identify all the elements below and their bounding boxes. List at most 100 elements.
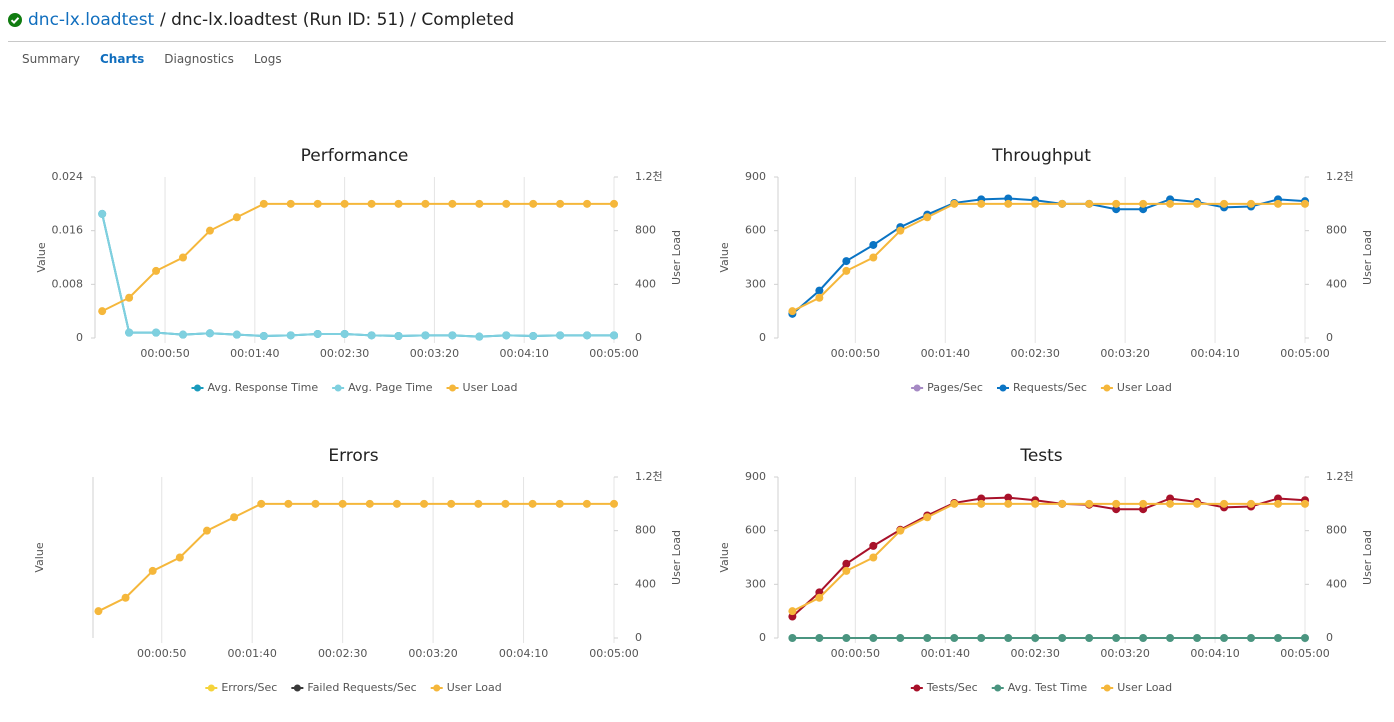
data-point — [286, 331, 295, 340]
data-point — [1058, 634, 1067, 642]
data-point — [556, 331, 565, 340]
y-axis-label: Value — [718, 542, 731, 572]
legend-label: Avg. Test Time — [1008, 681, 1088, 694]
data-point — [421, 331, 430, 340]
data-point — [977, 199, 986, 208]
y2-axis-label: User Load — [670, 530, 683, 585]
data-point — [950, 634, 959, 642]
data-point — [869, 553, 878, 562]
tab[interactable]: Diagnostics — [164, 52, 234, 66]
data-point — [1247, 634, 1256, 642]
y2-tick-label: 1.2천 — [1326, 169, 1354, 183]
data-point — [555, 499, 564, 508]
data-point — [94, 607, 103, 616]
data-point — [1139, 199, 1148, 208]
y2-tick-label: 0 — [1326, 331, 1333, 344]
tab[interactable]: Summary — [22, 52, 80, 66]
legend-label: Tests/Sec — [926, 681, 978, 694]
data-point — [842, 559, 851, 568]
data-point — [121, 593, 130, 602]
data-point — [475, 332, 484, 341]
y2-tick-label: 800 — [635, 224, 656, 237]
x-tick-label: 00:03:20 — [410, 347, 459, 360]
data-point — [1193, 499, 1202, 508]
data-point — [1220, 199, 1229, 208]
data-point — [502, 331, 511, 340]
x-tick-label: 00:02:30 — [318, 647, 367, 660]
y-tick-label: 0 — [76, 331, 83, 344]
y2-tick-label: 0 — [635, 631, 642, 644]
y2-tick-label: 400 — [635, 577, 656, 590]
data-point — [1301, 499, 1309, 508]
data-point — [869, 541, 878, 550]
data-point — [125, 293, 134, 302]
y-tick-label: 0.016 — [52, 224, 84, 237]
data-point — [1031, 634, 1040, 642]
data-point — [610, 199, 618, 208]
data-point — [1004, 493, 1013, 502]
data-point — [1058, 199, 1067, 208]
tabs: Summary Charts Diagnostics Logs — [22, 52, 282, 66]
chart-title: Tests — [1019, 446, 1062, 466]
x-tick-label: 00:02:30 — [320, 347, 369, 360]
x-tick-label: 00:05:00 — [1280, 647, 1329, 660]
header: dnc-lx.loadtest / dnc-lx.loadtest (Run I… — [8, 8, 1386, 42]
data-point — [205, 329, 214, 338]
x-tick-label: 00:01:40 — [921, 647, 970, 660]
x-tick-label: 00:00:50 — [140, 347, 189, 360]
x-tick-label: 00:04:10 — [1190, 647, 1239, 660]
data-point — [148, 566, 157, 575]
data-point — [1247, 499, 1256, 508]
x-tick-label: 00:00:50 — [831, 347, 880, 360]
data-point — [1112, 199, 1121, 208]
data-point — [1031, 499, 1040, 508]
y2-tick-label: 800 — [1326, 524, 1347, 537]
data-point — [1274, 499, 1283, 508]
y2-tick-label: 1.2천 — [635, 169, 663, 183]
x-tick-label: 00:02:30 — [1011, 647, 1060, 660]
status-icon — [8, 13, 22, 27]
data-point — [367, 199, 376, 208]
legend-marker — [449, 384, 457, 392]
legend-label: Avg. Page Time — [348, 381, 433, 394]
data-point — [420, 499, 429, 508]
legend-label: User Load — [463, 381, 518, 394]
tab[interactable]: Logs — [253, 52, 282, 66]
project-link[interactable]: dnc-lx.loadtest — [28, 10, 155, 30]
data-point — [338, 499, 347, 508]
y-tick-label: 600 — [745, 224, 766, 237]
data-point — [178, 330, 187, 339]
x-tick-label: 00:05:00 — [589, 647, 638, 660]
data-point — [1274, 634, 1283, 642]
data-point — [205, 226, 214, 235]
y2-tick-label: 1.2천 — [1326, 469, 1354, 483]
x-tick-label: 00:05:00 — [1280, 347, 1329, 360]
series-line — [101, 213, 614, 338]
legend-marker — [999, 384, 1007, 392]
tab[interactable]: Charts — [100, 52, 145, 66]
legend-marker — [207, 684, 215, 692]
x-tick-label: 00:03:20 — [408, 647, 457, 660]
data-point — [1166, 499, 1175, 508]
legend: Tests/Sec Avg. Test Time User Load — [910, 681, 1172, 694]
legend-label: User Load — [447, 681, 502, 694]
legend-label: Avg. Response Time — [207, 381, 318, 394]
data-point — [977, 499, 986, 508]
y2-tick-label: 400 — [1326, 277, 1347, 290]
x-tick-label: 00:01:40 — [227, 647, 276, 660]
data-point — [583, 331, 592, 340]
data-point — [1112, 634, 1121, 642]
data-point — [1085, 634, 1094, 642]
data-point — [528, 499, 537, 508]
legend-label: Errors/Sec — [221, 681, 277, 694]
legend-marker — [433, 684, 441, 692]
legend-marker — [193, 384, 201, 392]
data-point — [1166, 199, 1175, 208]
breadcrumb: / dnc-lx.loadtest (Run ID: 51) / Complet… — [160, 10, 515, 30]
data-point — [610, 499, 618, 508]
chart-title: Throughput — [991, 146, 1091, 166]
data-point — [340, 199, 349, 208]
data-point — [1166, 634, 1175, 642]
x-tick-label: 00:03:20 — [1100, 647, 1149, 660]
legend: Pages/Sec Requests/Sec User Load — [911, 381, 1172, 394]
